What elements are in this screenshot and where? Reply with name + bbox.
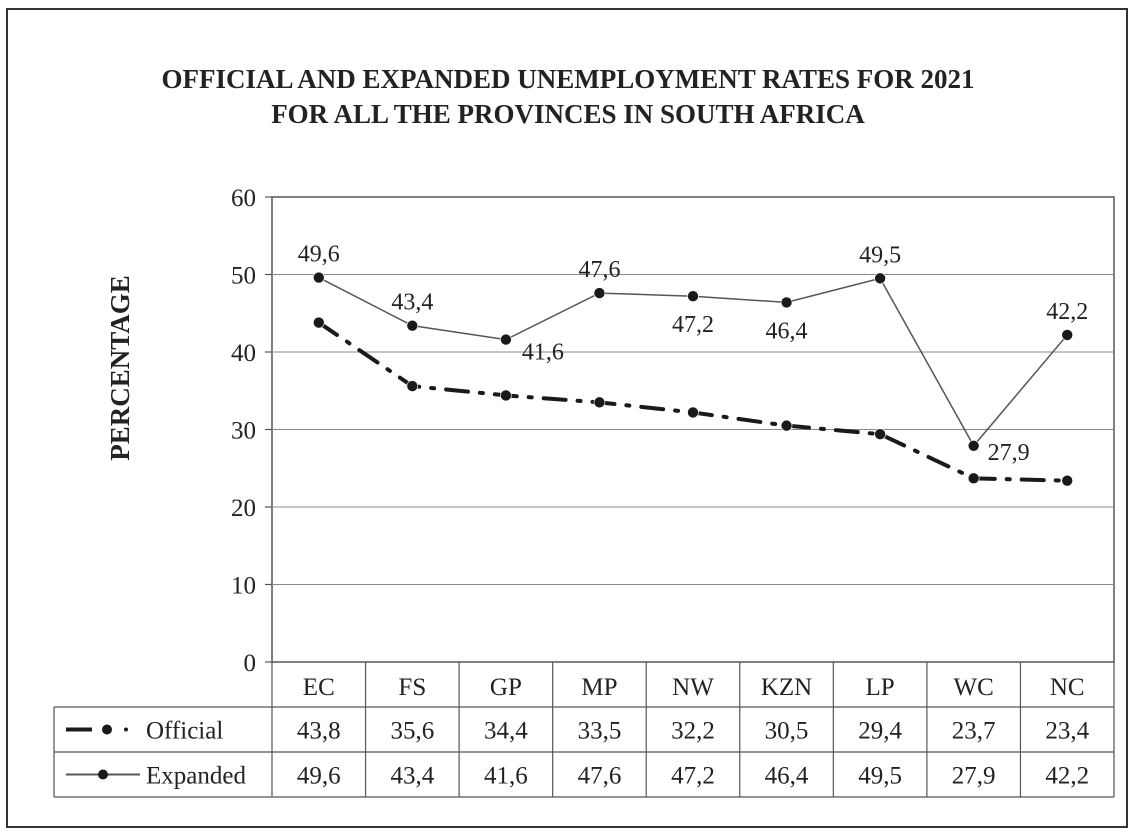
point-official-mp <box>593 396 606 409</box>
point-expanded-nw <box>687 290 699 303</box>
table-cell-expanded: 47,2 <box>671 763 715 790</box>
table-cell-official: 34,4 <box>484 718 528 745</box>
series-line-official <box>316 320 1070 483</box>
legend-official-marker <box>102 724 112 735</box>
table-cell-official: 30,5 <box>765 718 809 745</box>
category-label-nw: NW <box>672 674 714 701</box>
category-label-fs: FS <box>398 674 426 701</box>
point-expanded-gp <box>500 333 512 346</box>
y-tick-label: 20 <box>231 495 256 522</box>
point-expanded-ec <box>312 271 325 284</box>
table-cell-official: 23,7 <box>952 718 996 745</box>
table-cell-expanded: 43,4 <box>390 763 434 790</box>
point-official-fs <box>406 380 419 392</box>
point-official-wc <box>967 472 980 485</box>
point-expanded-mp <box>593 287 606 299</box>
data-label-expanded-nc: 42,2 <box>1046 299 1088 325</box>
y-tick-label: 60 <box>231 185 256 212</box>
chart-title-line-2: FOR ALL THE PROVINCES IN SOUTH AFRICA <box>271 99 865 129</box>
point-official-ec <box>312 316 325 329</box>
y-tick-label: 50 <box>231 263 256 290</box>
y-tick-label: 10 <box>231 573 256 600</box>
chart-title-line-1: OFFICIAL AND EXPANDED UNEMPLOYMENT RATES… <box>161 64 974 94</box>
legend-expanded-marker <box>98 769 108 780</box>
table-cell-expanded: 49,6 <box>297 763 341 790</box>
table-cell-expanded: 47,6 <box>578 763 622 790</box>
y-tick-label: 40 <box>231 340 256 367</box>
table-cell-official: 33,5 <box>578 718 622 745</box>
y-axis-label: PERCENTAGE <box>105 275 135 461</box>
point-expanded-nc <box>1061 329 1074 341</box>
data-label-expanded-lp: 49,5 <box>859 242 901 268</box>
table-cell-official: 29,4 <box>858 718 902 745</box>
point-expanded-kzn <box>780 296 793 309</box>
category-label-mp: MP <box>581 674 617 701</box>
category-label-wc: WC <box>954 674 994 701</box>
point-expanded-fs <box>406 319 419 332</box>
grid-layer: 0 10 20 30 40 50 60 <box>231 185 1115 677</box>
table-cell-official: 43,8 <box>297 718 341 745</box>
point-official-nc <box>1061 474 1074 487</box>
point-official-nw <box>687 406 699 419</box>
series-layer <box>312 271 1074 487</box>
y-tick-label: 0 <box>244 650 257 677</box>
data-label-expanded-ec: 49,6 <box>298 242 340 268</box>
legend-official-dot <box>124 727 128 732</box>
chart-frame: OFFICIAL AND EXPANDED UNEMPLOYMENT RATES… <box>6 8 1128 828</box>
category-label-ec: EC <box>303 674 335 701</box>
table-cell-official: 23,4 <box>1045 718 1089 745</box>
data-label-expanded-gp: 41,6 <box>522 340 564 366</box>
point-official-kzn <box>780 419 793 432</box>
point-official-gp <box>500 389 512 402</box>
data-label-expanded-kzn: 46,4 <box>766 318 808 344</box>
chart-svg: OFFICIAL AND EXPANDED UNEMPLOYMENT RATES… <box>53 64 1115 798</box>
legend-expanded-label: Expanded <box>146 763 246 790</box>
data-table: EC FS GP MP NW KZN LP WC NC Official 43,8 35,6 34,4 3… <box>53 662 1115 798</box>
y-tick-label: 30 <box>231 418 256 445</box>
table-cell-expanded: 42,2 <box>1045 763 1089 790</box>
point-expanded-lp <box>874 272 886 285</box>
data-label-expanded-fs: 43,4 <box>391 290 433 316</box>
category-label-gp: GP <box>490 674 522 701</box>
data-label-expanded-wc: 27,9 <box>988 440 1030 466</box>
category-label-nc: NC <box>1050 674 1085 701</box>
table-cell-expanded: 41,6 <box>484 763 528 790</box>
legend-official-label: Official <box>146 718 223 745</box>
data-label-expanded-nw: 47,2 <box>672 312 714 338</box>
point-official-lp <box>874 428 886 440</box>
table-cell-official: 32,2 <box>671 718 715 745</box>
category-label-lp: LP <box>866 674 895 701</box>
table-cell-expanded: 46,4 <box>765 763 809 790</box>
data-label-layer: 49,6 43,4 41,6 47,6 47,2 46,4 49,5 27,9 42,2 <box>298 242 1088 466</box>
point-expanded-wc <box>967 439 980 452</box>
data-label-expanded-mp: 47,6 <box>578 257 620 283</box>
table-cell-expanded: 49,5 <box>858 763 902 790</box>
table-cell-official: 35,6 <box>390 718 434 745</box>
table-cell-expanded: 27,9 <box>952 763 996 790</box>
category-label-kzn: KZN <box>761 674 812 701</box>
